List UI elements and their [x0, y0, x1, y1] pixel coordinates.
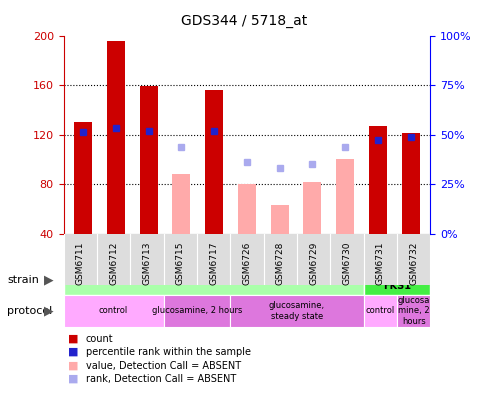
Text: GDS344 / 5718_at: GDS344 / 5718_at [181, 14, 307, 28]
Bar [74, 122, 92, 234]
Text: ■: ■ [68, 360, 79, 371]
Text: control: control [365, 307, 394, 315]
Bar [363, 265, 429, 295]
Text: ▶: ▶ [44, 305, 54, 317]
Text: GSM6715: GSM6715 [175, 242, 184, 285]
Text: ■: ■ [68, 333, 79, 344]
Text: GSM6728: GSM6728 [275, 242, 284, 285]
Bar [335, 160, 353, 234]
Bar [270, 205, 288, 234]
Text: percentile rank within the sample: percentile rank within the sample [85, 347, 250, 357]
Text: ▶: ▶ [44, 274, 54, 287]
Text: glucosamine,
steady state: glucosamine, steady state [268, 301, 325, 320]
Bar [107, 41, 125, 234]
Bar [363, 295, 396, 327]
Text: GSM6730: GSM6730 [342, 242, 351, 285]
Text: GSM6711: GSM6711 [76, 242, 84, 285]
Bar [396, 295, 429, 327]
Text: strain: strain [7, 275, 39, 285]
Text: count: count [85, 333, 113, 344]
Text: rank, Detection Call = ABSENT: rank, Detection Call = ABSENT [85, 374, 235, 384]
Bar [230, 295, 363, 327]
Text: ■: ■ [68, 374, 79, 384]
Bar [205, 90, 223, 234]
Text: wildtype BY4741: wildtype BY4741 [167, 275, 260, 285]
Bar [140, 86, 158, 234]
Text: glucosamine, 2 hours: glucosamine, 2 hours [151, 307, 242, 315]
Bar [63, 295, 163, 327]
Text: protocol: protocol [7, 306, 53, 316]
Bar [368, 126, 386, 234]
Bar [303, 182, 321, 234]
Text: GSM6729: GSM6729 [308, 242, 318, 285]
Text: GSM6732: GSM6732 [408, 242, 417, 285]
Text: GSM6713: GSM6713 [142, 242, 151, 285]
Text: GSM6731: GSM6731 [375, 242, 384, 285]
Text: value, Detection Call = ABSENT: value, Detection Call = ABSENT [85, 360, 240, 371]
Bar [238, 184, 255, 234]
Text: glucosa
mine, 2
hours: glucosa mine, 2 hours [397, 296, 429, 326]
Text: GSM6726: GSM6726 [242, 242, 251, 285]
Text: ■: ■ [68, 347, 79, 357]
Bar [172, 174, 190, 234]
Text: GSM6717: GSM6717 [209, 242, 218, 285]
Text: mutant
FKS1: mutant FKS1 [376, 269, 416, 291]
Text: control: control [99, 307, 128, 315]
Bar [163, 295, 230, 327]
Text: GSM6712: GSM6712 [109, 242, 118, 285]
Bar [63, 265, 363, 295]
Bar [401, 133, 419, 234]
